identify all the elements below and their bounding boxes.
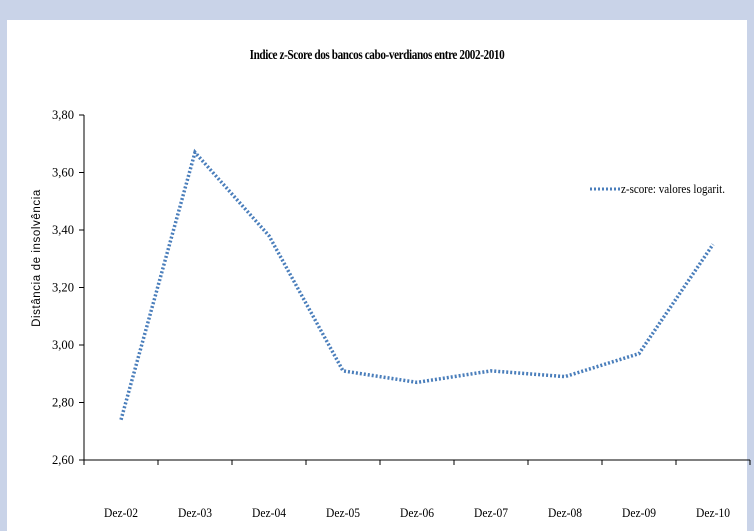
y-tick-label: 3,20: [52, 280, 74, 295]
y-tick-label: 2,60: [52, 452, 74, 467]
y-ticks: 2,60 2,80 3,00 3,20 3,40 3,60 3,80: [52, 107, 84, 467]
x-tick-label: Dez-02: [104, 505, 138, 520]
x-tick-label: Dez-05: [326, 505, 360, 520]
x-tick-label: Dez-10: [696, 505, 730, 520]
y-tick-label: 2,80: [52, 395, 74, 410]
x-tick-label: Dez-09: [622, 505, 656, 520]
series-layer: [119, 148, 715, 421]
y-tick-label: 3,00: [52, 337, 74, 352]
chart-area: [7, 20, 747, 531]
chart-title: Indice z-Score dos bancos cabo-verdianos…: [249, 48, 505, 63]
x-tick-label: Dez-06: [400, 505, 434, 520]
y-axis-title: Distância de insolvência: [31, 189, 43, 327]
y-tick-label: 3,40: [52, 222, 74, 237]
x-tick-label: Dez-08: [548, 505, 582, 520]
x-ticks: Dez-02 Dez-03 Dez-04 Dez-05 Dez-06 Dez-07 Dez-…: [83, 460, 751, 520]
y-tick-label: 3,60: [52, 165, 74, 180]
x-tick-label: Dez-07: [474, 505, 508, 520]
x-tick-label: Dez-03: [178, 505, 212, 520]
axes: [83, 115, 750, 461]
x-tick-label: Dez-04: [252, 505, 286, 520]
legend: z-score: valores logarit.: [590, 181, 725, 196]
legend-label: z-score: valores logarit.: [621, 181, 725, 196]
y-tick-label: 3,80: [52, 107, 74, 122]
